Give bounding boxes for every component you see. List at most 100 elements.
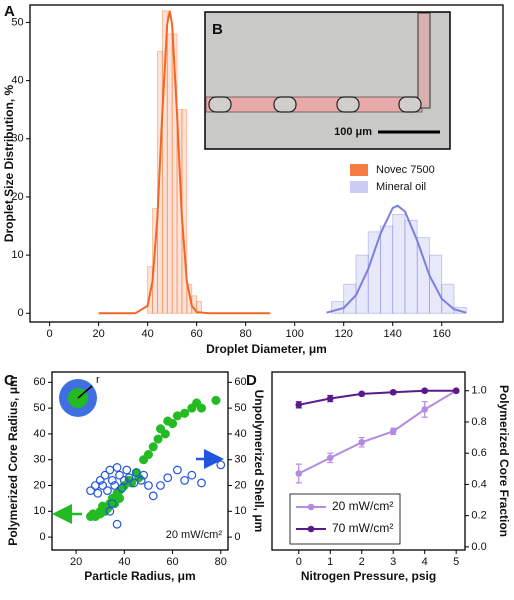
histogram-bar [404, 219, 418, 314]
scatter-point [144, 481, 153, 490]
scatter-point [180, 475, 190, 485]
y-tick-label: 50 [11, 16, 23, 28]
legend-label: Mineral oil [376, 181, 426, 193]
scatter-point [98, 481, 108, 490]
scatter-point [148, 491, 158, 501]
x-tick-label: 2 [359, 556, 365, 568]
y-tick-label: 40 [33, 428, 45, 440]
x-tick-label: 80 [215, 556, 227, 568]
channel [205, 96, 423, 113]
series-marker [389, 428, 397, 435]
histogram-bar [166, 33, 173, 314]
y-tick-label: 1.0 [471, 385, 486, 397]
y-tick-label: 30 [234, 454, 246, 466]
x-tick-label: 5 [453, 556, 459, 568]
y-axis-label: Droplet Size Distribution, % [2, 85, 16, 243]
droplet [336, 96, 360, 113]
x-tick-label: 140 [384, 328, 402, 340]
scatter-point [119, 475, 129, 485]
scatter-point [100, 470, 110, 480]
scatter-point [112, 463, 122, 472]
legend-swatch [350, 164, 368, 176]
inset-label: B [212, 21, 223, 38]
legend-swatch [350, 181, 368, 193]
y-tick-label: 10 [234, 505, 246, 517]
x-tick-label: 20 [70, 556, 82, 568]
scatter-point [136, 475, 146, 485]
y2-axis-label: Unpolymerized Shell, μm [252, 390, 266, 533]
series-marker [358, 438, 366, 446]
series-line [298, 389, 457, 475]
series-marker [421, 387, 428, 395]
y-tick-label: 0.6 [471, 447, 486, 459]
scatter-point [180, 408, 190, 418]
y-tick-label: 0 [234, 531, 240, 543]
x-tick-label: 100 [286, 328, 304, 340]
scatter-point [156, 481, 165, 490]
y-tick-label: 50 [33, 402, 45, 414]
x-tick-label: 40 [142, 328, 154, 340]
plot-frame [271, 371, 466, 551]
y-tick-label: 50 [234, 402, 246, 414]
series-marker [358, 390, 366, 398]
scatter-point [112, 519, 122, 529]
scatter-point [211, 395, 221, 405]
legend-box [289, 493, 401, 545]
x-axis-label: Nitrogen Pressure, psig [301, 569, 436, 583]
y-tick-label: 40 [234, 428, 246, 440]
series-marker [295, 470, 303, 477]
scatter-point [163, 473, 173, 483]
legend-label: 20 mW/cm² [332, 499, 393, 513]
histogram-bar [380, 225, 394, 314]
series-marker [452, 387, 460, 395]
histogram-bar [161, 10, 168, 314]
y2-axis-label: Polymerized Core Fraction [497, 385, 511, 537]
panel-label: C [4, 372, 15, 389]
y-tick-label: 60 [33, 376, 45, 388]
legend-label: 70 mW/cm² [332, 521, 393, 535]
scatter-point [117, 483, 127, 493]
y-tick-label: 0.8 [471, 416, 486, 428]
histogram-bar [429, 254, 443, 314]
y-axis-label: Polymerized Core Radius, μm [6, 376, 20, 545]
scatter-point [115, 470, 124, 480]
x-axis-label: Droplet Diameter, μm [206, 342, 327, 356]
scatter-point [172, 465, 182, 475]
series-marker [389, 388, 397, 396]
y-tick-label: 20 [11, 191, 23, 203]
histogram-bar [186, 283, 193, 314]
series-marker [295, 401, 303, 409]
y-tick-label: 10 [11, 249, 23, 261]
scatter-point [148, 442, 158, 452]
plot-frame [51, 371, 229, 551]
y-tick-label: 40 [11, 75, 23, 87]
scatter-point [122, 465, 132, 475]
x-tick-label: 3 [390, 556, 396, 568]
scatter-point [187, 470, 197, 480]
scatter-point [114, 493, 125, 503]
y-tick-label: 0.2 [471, 510, 486, 522]
scatter-point [105, 506, 115, 516]
legend-label: Novec 7500 [376, 164, 435, 176]
histogram-bar [171, 33, 178, 314]
scatter-point [196, 403, 207, 413]
annotation: 20 mW/cm² [166, 529, 223, 541]
x-tick-label: 60 [191, 328, 203, 340]
x-tick-label: 1 [327, 556, 333, 568]
scatter-point [197, 478, 206, 488]
x-tick-label: 0 [47, 328, 53, 340]
scatter-point [167, 419, 178, 429]
scatter-point [95, 475, 105, 485]
histogram-bar [343, 283, 357, 314]
x-tick-label: 120 [335, 328, 353, 340]
fit-curve [98, 10, 271, 315]
y-tick-label: 20 [234, 479, 246, 491]
scatter-point [139, 470, 149, 480]
y-tick-label: 0 [17, 307, 23, 319]
y-tick-label: 20 [33, 479, 45, 491]
series-marker [326, 454, 334, 462]
y-tick-label: 10 [33, 505, 45, 517]
droplet [208, 96, 232, 113]
y-tick-label: 0 [39, 531, 45, 543]
